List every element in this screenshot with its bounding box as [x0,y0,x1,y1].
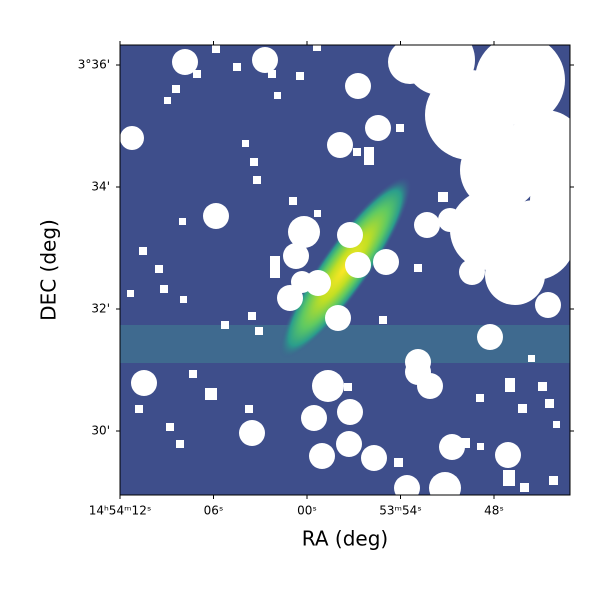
y-tick-label: 30' [91,424,110,438]
image [120,45,570,495]
y-tick-label: 3°36' [78,58,110,72]
x-axis-label: RA (deg) [302,527,388,551]
y-axis-label: DEC (deg) [37,219,61,321]
y-tick-label: 32' [91,302,110,316]
plot-frame [119,44,571,496]
x-tick-label: 14ʰ54ᵐ12ˢ [89,504,152,518]
x-tick-label: 06ˢ [204,504,224,518]
masks [120,45,570,495]
x-tick-label: 53ᵐ54ˢ [379,504,422,518]
x-tick-label: 48ˢ [484,504,504,518]
y-tick-label: 34' [91,180,110,194]
x-tick-label: 00ˢ [297,504,317,518]
